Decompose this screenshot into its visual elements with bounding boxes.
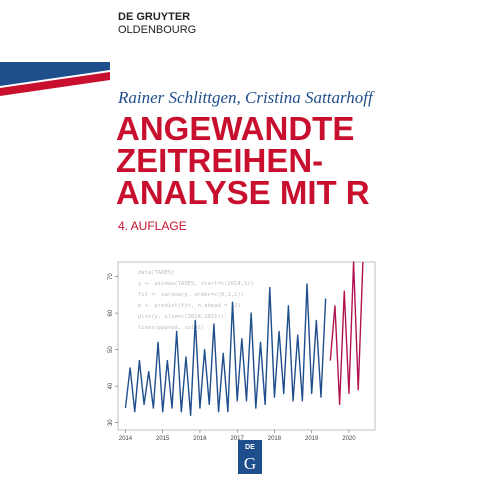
publisher: DE GRUYTER	[118, 11, 190, 23]
stripe	[0, 62, 110, 86]
y-tick-label: 40	[108, 382, 114, 389]
stripe	[0, 72, 110, 96]
y-tick-label: 30	[108, 419, 114, 426]
x-tick-label: 2019	[305, 436, 319, 442]
code-line: plot(y, xlim=c(2014,2021))	[138, 314, 224, 320]
logo-text: DE	[245, 444, 255, 451]
logo-text: G	[244, 454, 256, 473]
code-line: lines(p$pred, col=2)	[138, 325, 204, 331]
y-tick-label: 60	[108, 309, 114, 316]
publisher: OLDENBOURG	[118, 24, 196, 36]
title-line: ZEITREIHEN-	[116, 142, 323, 179]
code-line: p <- predict(fit, n.ahead = 12)	[138, 303, 241, 309]
series-line	[124, 283, 327, 417]
x-tick-label: 2018	[268, 436, 282, 442]
code-line: y <- window(TAXES, start=c(2014,1))	[138, 281, 254, 287]
authors: Rainer Schlittgen, Cristina Sattarhoff	[117, 88, 375, 107]
chart: data(TAXES) y <- window(TAXES, start=c(20…	[108, 261, 376, 442]
title-line: ANALYSE MIT R	[116, 174, 370, 211]
code-line: data(TAXES)	[138, 270, 174, 276]
logo	[238, 440, 262, 474]
y-tick-label: 70	[108, 273, 114, 280]
plot-frame	[117, 261, 376, 431]
x-tick-label: 2015	[156, 436, 170, 442]
title-line: ANGEWANDTE	[116, 110, 354, 147]
edition: 4. AUFLAGE	[118, 219, 187, 233]
x-tick-label: 2014	[119, 436, 133, 442]
x-tick-label: 2016	[193, 436, 207, 442]
series-line	[329, 261, 364, 406]
x-tick-label: 2020	[342, 436, 356, 442]
y-tick-label: 50	[108, 346, 114, 353]
code-line: fit <- sarima(y, order=c(0,1,1))	[138, 292, 244, 298]
x-tick-label: 2017	[231, 436, 245, 442]
